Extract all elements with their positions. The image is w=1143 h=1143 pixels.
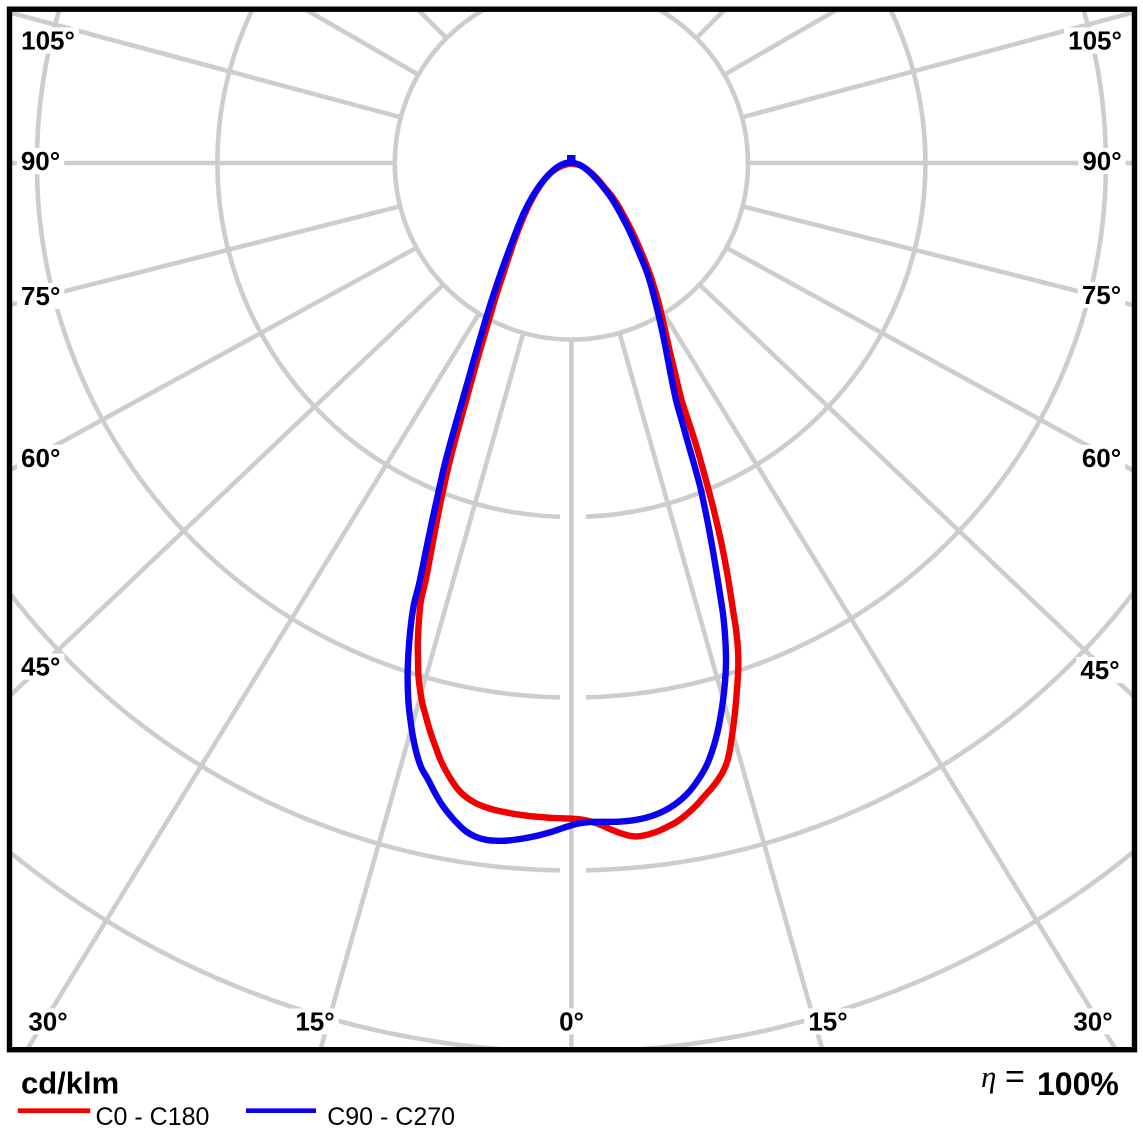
svg-text:90°: 90° — [21, 146, 60, 176]
svg-text:C0 - C180: C0 - C180 — [96, 1103, 210, 1131]
svg-text:0°: 0° — [559, 1006, 584, 1036]
svg-text:30°: 30° — [1073, 1006, 1112, 1036]
svg-text:75°: 75° — [1082, 280, 1121, 310]
svg-text:30°: 30° — [28, 1006, 67, 1036]
svg-text:90°: 90° — [1082, 146, 1121, 176]
svg-text:45°: 45° — [21, 652, 60, 682]
svg-text:15°: 15° — [808, 1006, 847, 1036]
svg-text:60°: 60° — [1082, 443, 1121, 473]
svg-text:η: η — [981, 1059, 996, 1094]
svg-text:15°: 15° — [295, 1006, 334, 1036]
svg-text:C90 - C270: C90 - C270 — [327, 1103, 455, 1131]
svg-text:105°: 105° — [21, 26, 75, 56]
svg-text:60°: 60° — [21, 443, 60, 473]
svg-text:=: = — [1005, 1058, 1025, 1096]
svg-text:100%: 100% — [1037, 1066, 1119, 1102]
svg-text:cd/klm: cd/klm — [21, 1066, 119, 1101]
svg-text:45°: 45° — [1080, 655, 1119, 685]
svg-text:75°: 75° — [21, 281, 60, 311]
svg-text:105°: 105° — [1068, 26, 1122, 56]
